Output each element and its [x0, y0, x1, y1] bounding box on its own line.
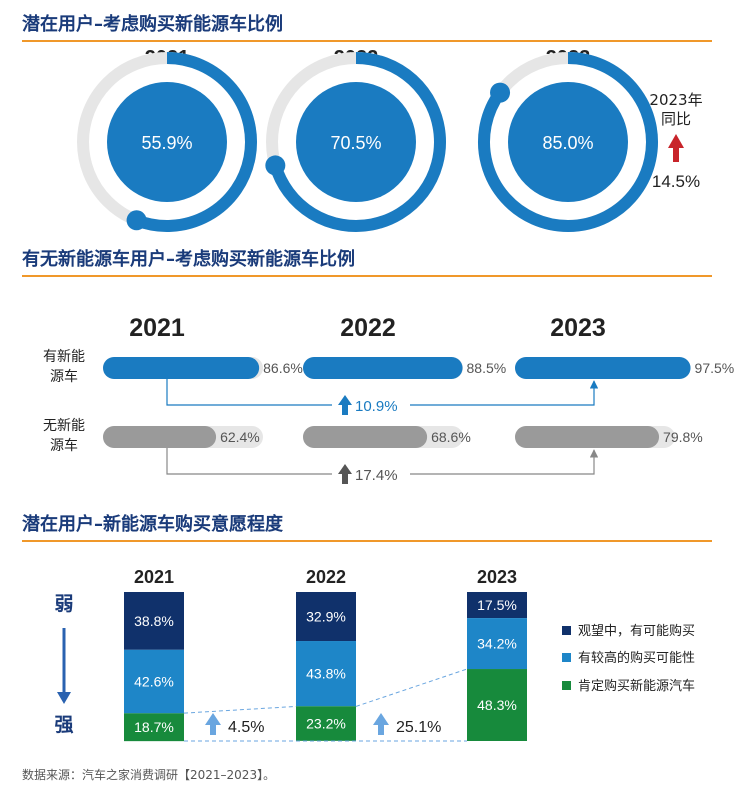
trend-dash-line — [183, 705, 297, 714]
legend-swatch — [562, 626, 571, 635]
yoy-title-line1: 2023年 — [649, 91, 702, 109]
stack-segment — [124, 592, 184, 650]
segment-value-label: 23.2% — [306, 716, 346, 732]
bar-fill — [103, 357, 260, 379]
segment-value-label: 48.3% — [477, 697, 517, 713]
ring-center-disc — [296, 82, 416, 202]
segment-value-label: 32.9% — [306, 609, 346, 625]
segment-value-label: 42.6% — [134, 674, 174, 690]
year-label: 2023 — [477, 567, 517, 587]
stack-segment — [467, 592, 527, 619]
legend-swatch — [562, 681, 571, 690]
stack-segment — [467, 618, 527, 670]
ring-progress-arc — [269, 52, 446, 232]
segment-value-label: 18.7% — [134, 719, 174, 735]
ring-progress-arc — [134, 52, 257, 232]
stack-segment — [296, 706, 356, 741]
stack-segment — [296, 641, 356, 707]
legend-label: 肯定购买新能源汽车 — [578, 678, 695, 694]
segment-value-label: 34.2% — [477, 636, 517, 652]
legend-label: 观望中，有可能购买 — [578, 623, 695, 639]
yoy-value: 14.5% — [652, 172, 700, 191]
bar-value-label: 79.8% — [663, 429, 703, 445]
year-label: 2023 — [550, 314, 606, 342]
row-label-line2: 源车 — [50, 368, 78, 385]
stack-segment — [124, 713, 184, 742]
change-label-bg — [332, 463, 410, 485]
bar-fill — [303, 357, 463, 379]
scale-weak-label: 弱 — [54, 593, 73, 615]
bar-value-label: 86.6% — [263, 360, 303, 376]
change-up-arrow-icon — [338, 395, 352, 415]
yoy-title-line2: 同比 — [661, 110, 691, 128]
bar-value-label: 97.5% — [695, 360, 735, 376]
year-label: 2022 — [340, 314, 396, 342]
bar-value-label: 88.5% — [467, 360, 507, 376]
bar-fill — [515, 426, 660, 448]
change-value: 4.5% — [228, 719, 264, 736]
section1-rule — [22, 40, 712, 42]
segment-value-label: 43.8% — [306, 666, 346, 682]
segment-value-label: 17.5% — [477, 597, 517, 613]
row-label-line1: 无新能 — [43, 418, 85, 434]
legend-swatch — [562, 653, 571, 662]
section2-title: 有无新能源车用户–考虑购买新能源车比例 — [22, 249, 355, 270]
source-footnote: 数据来源：汽车之家消费调研【2021–2023】。 — [22, 768, 276, 782]
change-up-arrow-icon — [205, 713, 221, 735]
ring-center-disc — [508, 82, 628, 202]
ring-end-dot — [126, 210, 147, 231]
year-label: 2021 — [134, 567, 174, 587]
ring-value-label: 70.5% — [330, 133, 381, 153]
yoy-up-arrow-icon — [668, 134, 684, 162]
change-value: 25.1% — [396, 719, 441, 736]
bar-value-label: 68.6% — [431, 429, 471, 445]
change-up-arrow-icon — [338, 464, 352, 484]
stack-segment — [296, 592, 356, 642]
section3-rule — [22, 540, 712, 542]
trend-dash-line — [355, 668, 468, 707]
stack-segment — [467, 669, 527, 741]
change-value: 10.9% — [355, 398, 398, 415]
year-label: 2022 — [306, 567, 346, 587]
scale-down-arrow-icon — [57, 692, 71, 704]
bar-value-label: 62.4% — [220, 429, 260, 445]
change-value: 17.4% — [355, 467, 398, 484]
row-label-line1: 有新能 — [43, 349, 85, 365]
stack-segment — [124, 649, 184, 714]
bar-fill — [515, 357, 691, 379]
bar-fill — [103, 426, 217, 448]
ring-end-dot — [265, 155, 286, 176]
change-up-arrow-icon — [373, 713, 389, 735]
bar-fill — [303, 426, 428, 448]
section3-title: 潜在用户–新能源车购买意愿程度 — [22, 514, 283, 535]
stacked-bar-chart-group: 2021 38.8% 42.6% 18.7% 2022 32.9% 43.8% 23.2% 20… — [54, 567, 695, 742]
ring-progress-arc — [478, 52, 658, 232]
row-label-line2: 源车 — [50, 437, 78, 454]
scale-strong-label: 强 — [54, 714, 73, 736]
segment-value-label: 38.8% — [134, 613, 174, 629]
change-label-bg — [332, 394, 410, 416]
ring-end-dot — [490, 82, 511, 103]
ring-value-label: 55.9% — [141, 133, 192, 153]
legend-label: 有较高的购买可能性 — [578, 650, 695, 666]
section1-title: 潜在用户–考虑购买新能源车比例 — [22, 14, 283, 35]
section2-rule — [22, 275, 712, 277]
year-label: 2021 — [129, 314, 185, 342]
ring-value-label: 85.0% — [542, 133, 593, 153]
ring-center-disc — [107, 82, 227, 202]
